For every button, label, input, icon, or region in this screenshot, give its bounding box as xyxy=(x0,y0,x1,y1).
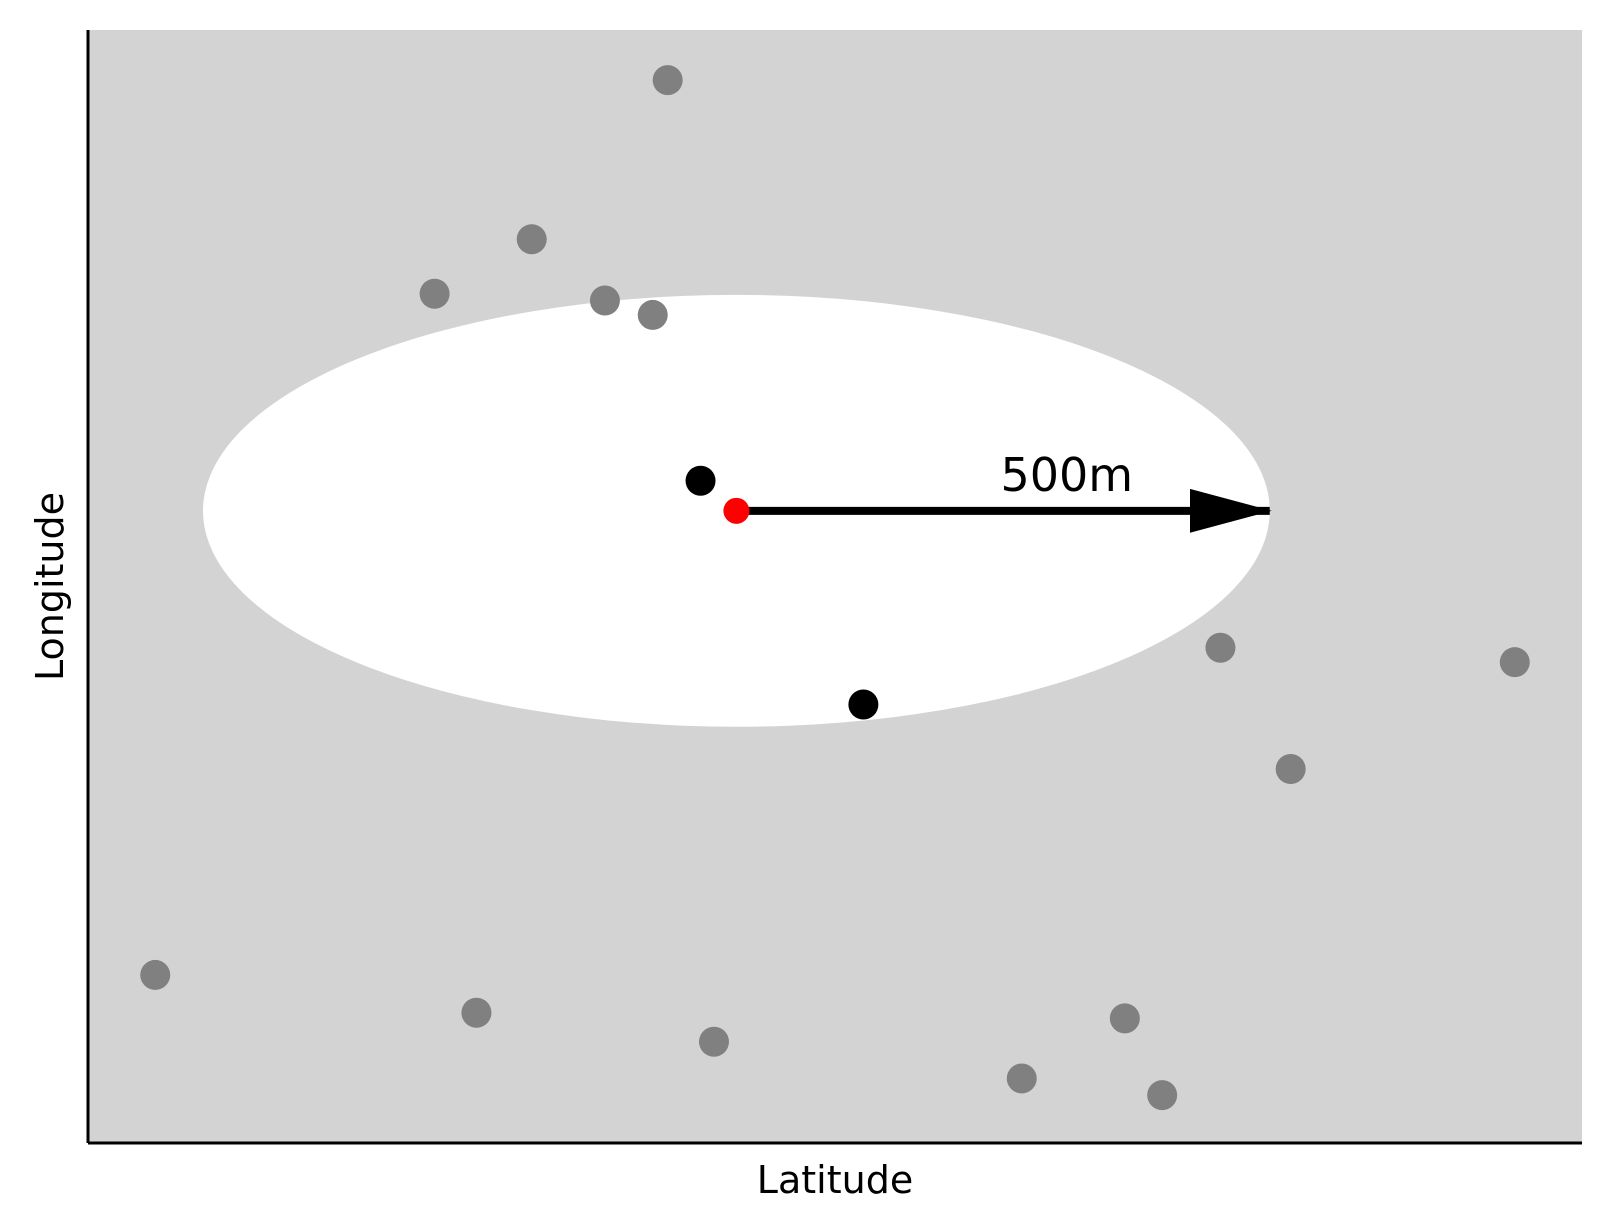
data-point-0-8 xyxy=(140,959,171,990)
data-point-0-1 xyxy=(516,224,547,255)
data-point-0-3 xyxy=(589,285,620,316)
radius-label: 500m xyxy=(1000,448,1133,502)
data-point-0-11 xyxy=(1109,1003,1140,1034)
center-point xyxy=(723,497,750,524)
data-point-0-6 xyxy=(1499,647,1530,678)
data-points xyxy=(140,65,1530,1111)
data-point-0-5 xyxy=(1205,632,1236,663)
data-point-0-2 xyxy=(419,278,450,309)
data-point-1-0 xyxy=(685,465,716,496)
data-point-0-7 xyxy=(1275,754,1306,785)
data-point-0-4 xyxy=(637,299,668,330)
data-point-1-1 xyxy=(848,689,879,720)
data-point-0-13 xyxy=(1147,1080,1178,1111)
y-axis-label: Longitude xyxy=(28,492,72,681)
data-point-0-10 xyxy=(698,1026,729,1057)
x-axis-label: Latitude xyxy=(757,1158,913,1202)
data-point-0-0 xyxy=(652,65,683,96)
data-point-0-12 xyxy=(1006,1063,1037,1094)
data-point-0-9 xyxy=(461,997,492,1028)
